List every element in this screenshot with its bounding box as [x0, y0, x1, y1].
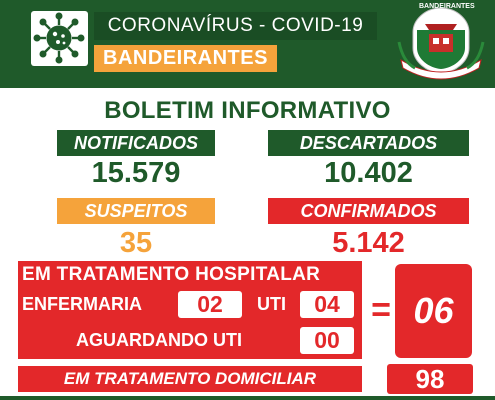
notificados-value: 15.579	[91, 157, 181, 189]
hospital-total-box	[395, 264, 472, 358]
virus-icon-box	[31, 11, 88, 66]
crest-banner-text: BANDEIRANTES	[419, 3, 475, 10]
aguardando-uti-value: 00	[300, 327, 354, 354]
hospital-title: EM TRATAMENTO HOSPITALAR	[22, 264, 321, 285]
virus-icon	[33, 12, 85, 64]
hospital-total: 06	[413, 290, 454, 331]
suspeitos-label: SUSPEITOS	[57, 198, 215, 224]
suspeitos-value: 35	[119, 227, 153, 259]
domiciliar-label: EM TRATAMENTO DOMICILIAR	[18, 366, 362, 392]
domiciliar-value: 98	[387, 364, 473, 394]
header-city: BANDEIRANTES	[94, 45, 277, 72]
header-title: CORONAVÍRUS - COVID-19	[94, 12, 377, 40]
header-divider	[0, 88, 495, 98]
confirmados-label: CONFIRMADOS	[268, 198, 469, 224]
uti-value: 04	[300, 291, 354, 318]
footer-strip	[0, 396, 495, 400]
descartados-value: 10.402	[324, 157, 413, 189]
aguardando-uti-label: AGUARDANDO UTI	[76, 330, 242, 350]
enfermaria-label: ENFERMARIA	[22, 294, 142, 314]
descartados-label: DESCARTADOS	[268, 130, 469, 156]
equals-sign: =	[371, 291, 391, 329]
municipal-crest-icon: BANDEIRANTES	[395, 2, 487, 82]
confirmados-value: 5.142	[332, 227, 405, 259]
notificados-label: NOTIFICADOS	[57, 130, 215, 156]
enfermaria-value: 02	[178, 291, 242, 318]
bulletin-title: BOLETIM INFORMATIVO	[104, 97, 391, 124]
uti-label: UTI	[257, 294, 286, 314]
